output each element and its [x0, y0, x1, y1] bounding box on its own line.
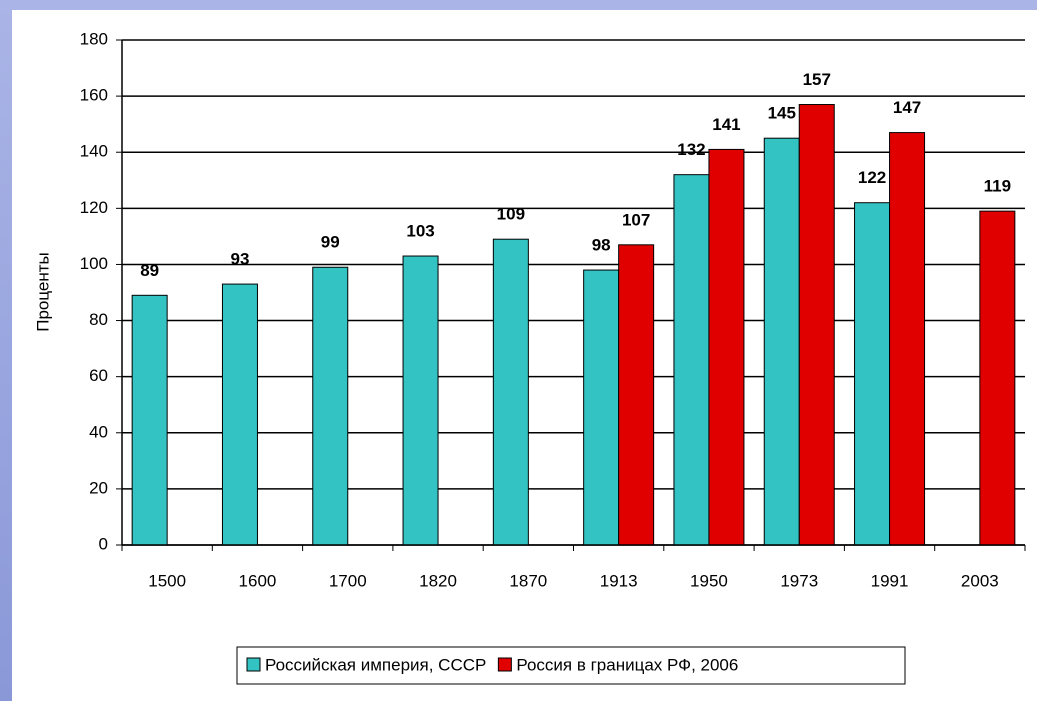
legend-label: Россия в границах РФ, 2006	[516, 655, 738, 674]
bar	[131, 294, 168, 546]
bar	[798, 104, 835, 546]
x-tick-label: 1913	[600, 571, 638, 590]
y-tick-label: 80	[89, 310, 108, 329]
bar	[402, 255, 439, 546]
y-axis-label: Проценты	[33, 252, 52, 332]
value-label: 157	[803, 70, 831, 89]
bar	[854, 202, 891, 546]
x-tick-label: 1700	[329, 571, 367, 590]
x-tick-label: 1600	[239, 571, 277, 590]
y-tick-label: 180	[80, 29, 108, 48]
value-label: 145	[768, 104, 796, 123]
x-tick-label: 2003	[961, 571, 999, 590]
bar	[673, 174, 710, 546]
value-label: 99	[321, 233, 340, 252]
value-label: 98	[592, 236, 611, 255]
value-label: 107	[622, 210, 650, 229]
value-label: 119	[984, 177, 1011, 196]
bar	[763, 137, 800, 546]
bar	[889, 132, 926, 546]
legend-label: Российская империя, СССР	[265, 655, 486, 674]
y-tick-label: 120	[80, 198, 108, 217]
y-tick-label: 60	[89, 366, 108, 385]
y-tick-label: 0	[99, 534, 108, 553]
value-label: 93	[230, 250, 249, 269]
bar	[492, 238, 529, 546]
value-label: 141	[712, 115, 740, 134]
bar	[312, 266, 349, 546]
x-tick-label: 1950	[690, 571, 728, 590]
value-label: 89	[140, 261, 159, 280]
legend	[236, 646, 906, 685]
x-tick-label: 1870	[509, 571, 547, 590]
value-label: 147	[893, 98, 921, 117]
bar	[979, 210, 1016, 546]
value-label: 132	[677, 140, 705, 159]
x-tick-label: 1500	[148, 571, 186, 590]
bar	[221, 283, 258, 546]
y-tick-label: 20	[89, 478, 108, 497]
y-tick-label: 100	[80, 254, 108, 273]
x-tick-label: 1991	[871, 571, 909, 590]
x-tick-label: 1820	[419, 571, 457, 590]
y-tick-label: 140	[80, 142, 108, 161]
x-tick-label: 1973	[780, 571, 818, 590]
legend-marker	[497, 657, 512, 672]
bar	[618, 244, 655, 546]
y-tick-label: 160	[80, 86, 108, 105]
bar	[583, 269, 620, 546]
bar	[708, 148, 745, 546]
legend-marker	[246, 657, 261, 672]
value-label: 122	[858, 168, 886, 187]
y-tick-label: 40	[89, 422, 108, 441]
value-label: 103	[406, 222, 434, 241]
value-label: 109	[497, 205, 525, 224]
